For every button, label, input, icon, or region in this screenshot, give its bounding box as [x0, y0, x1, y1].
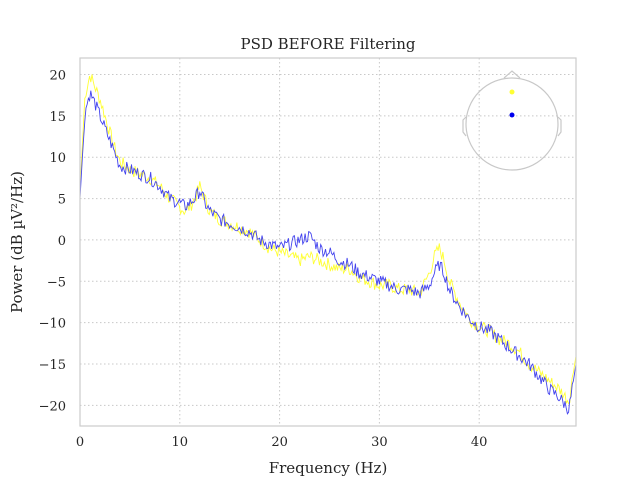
y-tick-label: 10 [49, 151, 66, 166]
x-tick-label: 10 [172, 435, 189, 450]
head-right-ear [557, 116, 562, 137]
series-layer [79, 74, 577, 415]
x-ticks: 0 10 20 30 40 [76, 435, 488, 450]
plot-frame [79, 57, 577, 427]
y-tick-label: −15 [39, 358, 66, 373]
sensor-dot-blue [509, 112, 515, 118]
psd-series-line-1 [79, 74, 577, 405]
y-axis-label: Power (dB µV²/Hz) [8, 171, 26, 313]
psd-series-line-2 [79, 90, 577, 415]
x-gridlines [79, 58, 480, 426]
head-left-ear [462, 116, 467, 137]
x-tick-label: 40 [471, 435, 488, 450]
x-tick-label: 20 [271, 435, 288, 450]
x-axis-label: Frequency (Hz) [269, 459, 388, 477]
y-tick-label: 15 [49, 110, 66, 125]
chart-title: PSD BEFORE Filtering [241, 35, 416, 53]
y-tick-label: 20 [49, 69, 66, 84]
sensor-dot-yellow [509, 89, 515, 95]
y-tick-label: 5 [58, 193, 66, 208]
head-nose [503, 70, 521, 79]
y-tick-label: −10 [39, 317, 66, 332]
y-gridlines [80, 74, 576, 406]
y-tick-label: −20 [39, 399, 66, 414]
x-tick-label: 30 [371, 435, 388, 450]
y-tick-label: −5 [47, 275, 66, 290]
x-tick-label: 0 [76, 435, 84, 450]
y-tick-label: 0 [58, 234, 66, 249]
head-outline [465, 77, 559, 171]
sensor-head-inset [462, 70, 562, 171]
y-ticks: 20 15 10 5 0 −5 −10 −15 −20 [39, 69, 66, 415]
